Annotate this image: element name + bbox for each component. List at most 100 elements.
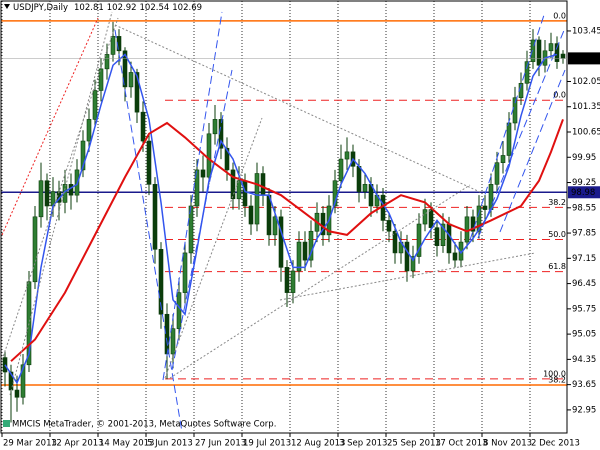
overlay-line xyxy=(10,119,564,362)
candle-body xyxy=(452,252,458,261)
candle-body xyxy=(152,184,158,250)
candle-body xyxy=(104,54,110,70)
candle-body xyxy=(230,169,236,200)
candle-body xyxy=(248,205,254,225)
candle-body xyxy=(512,97,518,124)
candle-body xyxy=(554,43,560,62)
x-tick-label: 5 Jun 2013 xyxy=(147,439,193,449)
open: 102.81 xyxy=(74,3,104,13)
trendline xyxy=(279,252,536,301)
candle-body xyxy=(200,169,206,178)
candle-body xyxy=(302,241,308,261)
high: 102.92 xyxy=(107,3,137,13)
candle-body xyxy=(14,389,20,398)
symbol-icon xyxy=(4,4,10,9)
candle-body xyxy=(560,53,566,59)
low: 102.54 xyxy=(140,3,170,13)
trendlines xyxy=(1,11,566,433)
candle-body xyxy=(212,119,218,135)
level-label: 0.0 xyxy=(553,11,566,20)
candle-body xyxy=(182,252,188,293)
level-label: 38.2 xyxy=(548,198,566,207)
x-tick-label: 12 Apr 2013 xyxy=(51,439,104,449)
trendline xyxy=(114,29,183,433)
current-price-label: 102.69 xyxy=(571,54,600,64)
x-tick-label: 2 Dec 2013 xyxy=(531,439,580,449)
plot-over xyxy=(4,53,564,385)
candle-body xyxy=(536,39,542,66)
candle-body xyxy=(134,72,140,113)
level-label: 61.8 xyxy=(548,262,566,271)
candle-body xyxy=(170,328,176,355)
candle-body xyxy=(20,364,26,398)
y-tick-label: 98.55 xyxy=(572,203,596,213)
candle-body xyxy=(164,313,170,355)
candle-body xyxy=(80,140,86,171)
level-label: 38.2 xyxy=(548,376,566,385)
x-tick-label: 27 Jun 2013 xyxy=(195,439,246,449)
plot-frame xyxy=(0,0,568,434)
candle-body xyxy=(236,180,242,200)
header: USDJPY,Daily 102.81 102.92 102.54 102.69 xyxy=(13,3,202,13)
candle-body xyxy=(434,227,440,246)
candle-body xyxy=(476,205,482,232)
candle-body xyxy=(356,165,362,192)
candle-body xyxy=(68,184,74,196)
y-tick-label: 101.35 xyxy=(572,102,600,112)
y-tick-label: 97.15 xyxy=(572,254,596,264)
candle-body xyxy=(500,155,506,163)
y-tick-label: 96.45 xyxy=(572,279,596,289)
candle-body xyxy=(122,50,128,88)
candle-body xyxy=(422,209,428,225)
trendline xyxy=(169,184,471,379)
current-price-box xyxy=(568,52,600,65)
x-tick-label: 14 May 2013 xyxy=(99,439,154,449)
y-tick-label: 99.25 xyxy=(572,178,596,188)
candle-body xyxy=(440,223,446,246)
candle-body xyxy=(140,111,146,142)
candle-body xyxy=(332,180,338,207)
y-tick-label: 95.75 xyxy=(572,304,596,314)
y-tick-label: 99.95 xyxy=(572,153,596,163)
candle-body xyxy=(254,173,260,225)
trendline xyxy=(469,11,546,241)
candle-body xyxy=(338,158,344,182)
candle-body xyxy=(482,205,488,210)
y-tick-label: 93.65 xyxy=(572,380,596,390)
x-tick-label: 8 Nov 2013 xyxy=(483,439,532,449)
candle-body xyxy=(206,133,212,178)
candle-body xyxy=(86,119,92,142)
candle-body xyxy=(290,270,296,293)
candle-body xyxy=(428,209,434,228)
x-tick-label: 17 Oct 2013 xyxy=(435,439,488,449)
x-tick-label: 29 Mar 2013 xyxy=(3,439,57,449)
trendline xyxy=(162,11,223,381)
candle-body xyxy=(308,230,314,261)
candle-body xyxy=(530,39,536,62)
candle-body xyxy=(224,147,230,171)
candle-body xyxy=(188,205,194,254)
candle-body xyxy=(548,43,554,52)
candle-body xyxy=(44,180,50,207)
candle-body xyxy=(464,216,470,243)
footer: MMCIS MetaTrader, © 2001-2013, MetaQuote… xyxy=(12,420,276,430)
candle-body xyxy=(344,151,350,160)
candle-body xyxy=(296,241,302,272)
trendline xyxy=(114,24,481,193)
candle-body xyxy=(92,90,98,120)
x-tick-label: 3 Sep 2013 xyxy=(339,439,387,449)
candle-body xyxy=(410,256,416,272)
y-tick-label: 97.85 xyxy=(572,229,596,239)
candle-body xyxy=(386,220,392,232)
candle-body xyxy=(416,223,422,257)
candle-body xyxy=(494,162,500,185)
candle-body xyxy=(128,72,134,88)
y-tick-label: 95.05 xyxy=(572,330,596,340)
candle-body xyxy=(26,281,32,366)
trendline xyxy=(1,17,99,236)
y-tick-label: 100.65 xyxy=(572,128,600,138)
candle-body xyxy=(446,223,452,254)
level-label: 50.0 xyxy=(548,230,566,239)
level-label: 100.0 xyxy=(543,369,566,378)
